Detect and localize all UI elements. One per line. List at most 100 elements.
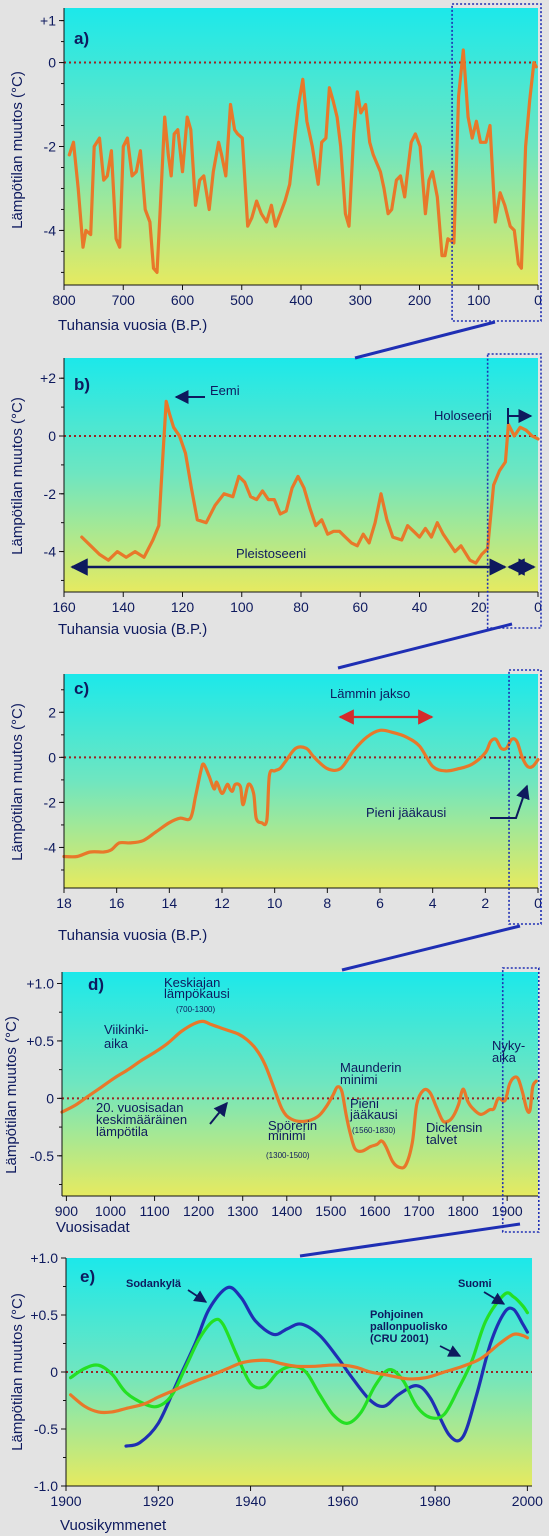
annotations-layer: Eemi Holoseeni Pleistoseeni Lämmin jakso Pie…	[70, 383, 536, 1357]
suomi-arrow	[483, 1291, 506, 1305]
x-tick-label: 800	[52, 292, 76, 308]
panel-label: a)	[74, 29, 89, 48]
pohjoinen-arrow	[439, 1345, 462, 1357]
panel-label: c)	[74, 679, 89, 698]
y-tick-label: 2	[48, 704, 56, 720]
annotation-viikinki-aika: Viikinki-aika	[104, 1022, 149, 1051]
x-tick-label: 700	[112, 292, 136, 308]
x-tick-label: 600	[171, 292, 195, 308]
series-line-sodankyl-	[124, 1285, 529, 1448]
x-axis-title: Vuosikymmenet	[60, 1517, 167, 1534]
annotation-20-vuosisadan-keskimaarainen-line: keskimääräinen	[96, 1112, 187, 1127]
x-tick-label: 160	[52, 599, 76, 615]
annotation-viikinki-aika-line: aika	[104, 1036, 129, 1051]
annotation-sodankyla: Sodankylä	[126, 1278, 182, 1290]
annotation-nyky-aika: Nyky-aika	[492, 1038, 525, 1065]
annotation-dickensin-talvet-line: Dickensin	[426, 1120, 482, 1135]
data-series-layer	[60, 48, 540, 1448]
annotation-sporerin-minimi-line: minimi	[268, 1128, 306, 1143]
y-axis-title: Lämpötilan muutos (°C)	[9, 1293, 26, 1451]
y-tick-label: -0.5	[30, 1148, 54, 1164]
x-tick-label: 100	[230, 599, 254, 615]
x-axis-title: Tuhansia vuosia (B.P.)	[58, 927, 207, 944]
annotation-keskiajan-years: (700-1300)	[176, 1005, 215, 1014]
panel-label: d)	[88, 975, 104, 994]
y-tick-label: -0.5	[34, 1421, 58, 1437]
x-tick-label: 140	[112, 599, 136, 615]
x-axis-title: Tuhansia vuosia (B.P.)	[58, 317, 207, 334]
annotation-pieni-jaakausi-d-line: Pieni	[350, 1096, 379, 1111]
x-tick-label: 16	[109, 895, 125, 911]
panel-3-plot-area	[64, 674, 538, 888]
x-tick-label: 400	[289, 292, 313, 308]
y-tick-label: 0	[46, 1090, 54, 1106]
x-tick-label: 1900	[50, 1493, 81, 1509]
annotation-eemi: Eemi	[210, 383, 240, 398]
y-axis-title: Lämpötilan muutos (°C)	[9, 397, 26, 555]
annotation-pieni-years: (1560-1830)	[352, 1126, 396, 1135]
zoom-connector-line	[354, 320, 496, 360]
x-axis-title: Vuosisadat	[56, 1219, 130, 1236]
x-tick-label: 18	[56, 895, 72, 911]
x-tick-label: 4	[429, 895, 437, 911]
x-tick-label: 1980	[420, 1493, 451, 1509]
zoom-box	[486, 353, 542, 629]
x-tick-label: 900	[55, 1203, 79, 1219]
x-tick-label: 1600	[359, 1203, 390, 1219]
vuosisadan-arrow	[209, 1101, 228, 1125]
x-tick-label: 1400	[271, 1203, 302, 1219]
y-tick-label: +1.0	[30, 1250, 58, 1266]
x-tick-label: 2000	[512, 1493, 543, 1509]
x-tick-label: 2	[481, 895, 489, 911]
y-axis-title: Lämpötilan muutos (°C)	[9, 71, 26, 229]
y-tick-label: -2	[44, 794, 57, 810]
panel-4-plot-area	[62, 972, 538, 1196]
y-tick-label: 0	[48, 55, 56, 71]
pieni-jaakausi-arrow	[490, 784, 530, 819]
x-tick-label: 1940	[235, 1493, 266, 1509]
x-tick-label: 200	[408, 292, 432, 308]
panel-backgrounds	[62, 8, 538, 1486]
annotation-maunderin-minimi-line: Maunderin	[340, 1060, 401, 1075]
annotation-nyky-aika-line: aika	[492, 1050, 517, 1065]
annotation-nyky-aika-line: Nyky-	[492, 1038, 525, 1053]
y-tick-label: +2	[40, 370, 56, 386]
sodankyla-arrow	[187, 1289, 208, 1303]
annotation-pieni-jaakausi: Pieni jääkausi	[366, 805, 446, 820]
zoom-box	[501, 967, 540, 1233]
annotation-holoseeni: Holoseeni	[434, 408, 492, 423]
x-tick-label: 40	[412, 599, 428, 615]
annotation-pohjoinen-pallonpuolisko-line: (CRU 2001)	[370, 1333, 429, 1345]
x-tick-label: 0	[534, 599, 542, 615]
x-tick-label: 100	[467, 292, 491, 308]
panel-1-plot-area	[64, 8, 538, 285]
x-tick-label: 0	[534, 895, 542, 911]
series-line-pohjoinen-pallonpuolisko-cru-2001-	[69, 1332, 529, 1415]
annotation-pleistoseeni: Pleistoseeni	[236, 546, 306, 561]
series-line-orange	[60, 1019, 538, 1170]
x-tick-label: 1200	[183, 1203, 214, 1219]
x-tick-label: 1900	[492, 1203, 523, 1219]
x-tick-label: 10	[267, 895, 283, 911]
y-tick-label: -4	[44, 544, 57, 560]
annotation-20-vuosisadan-keskimaarainen: 20. vuosisadan keskimääräinen lämpötila	[96, 1100, 187, 1139]
annotation-viikinki-aika-line: Viikinki-	[104, 1022, 149, 1037]
y-tick-label: 0	[50, 1364, 58, 1380]
y-tick-label: 0	[48, 749, 56, 765]
x-tick-label: 1000	[95, 1203, 126, 1219]
x-tick-label: 1920	[143, 1493, 174, 1509]
annotation-pohjoinen-pallonpuolisko-line: pallonpuolisko	[370, 1321, 448, 1333]
annotation-maunderin-minimi: Maunderin minimi	[340, 1060, 401, 1087]
x-tick-label: 8	[323, 895, 331, 911]
y-tick-label: 0	[48, 428, 56, 444]
annotation-20-vuosisadan-keskimaarainen-line: lämpötila	[96, 1124, 149, 1139]
annotation-keskiajan-lampokausi-line: Keskiajan	[164, 975, 220, 990]
y-tick-label: -2	[44, 139, 57, 155]
x-tick-label: 1960	[327, 1493, 358, 1509]
annotation-dickensin-talvet-line: talvet	[426, 1132, 457, 1147]
series-line-suomi	[69, 1291, 529, 1425]
y-tick-label: +0.5	[30, 1307, 58, 1323]
annotation-suomi: Suomi	[458, 1278, 492, 1290]
annotation-pohjoinen-pallonpuolisko-line: Pohjoinen	[370, 1309, 423, 1321]
